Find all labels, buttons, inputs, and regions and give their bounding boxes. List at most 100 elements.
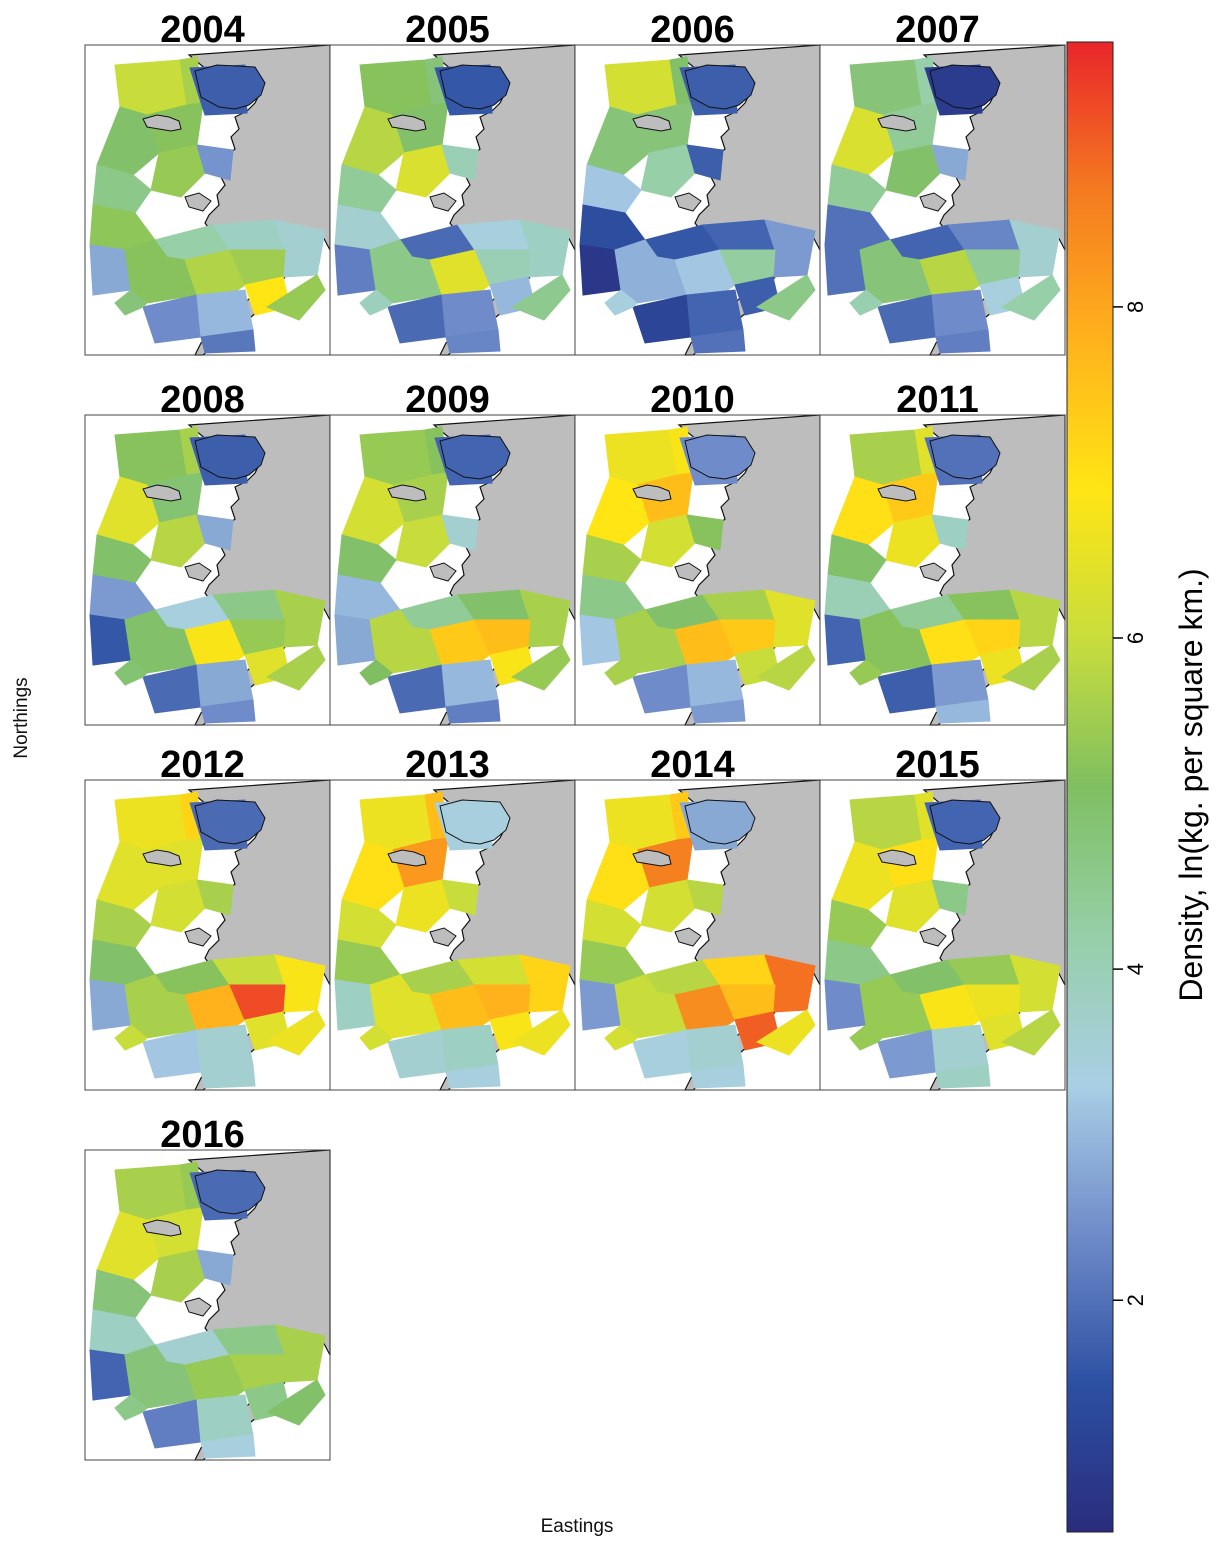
density-cell [114,1024,148,1051]
density-cell [582,899,642,949]
density-cell [359,659,393,686]
panel-year-label: 2007 [895,9,980,51]
island [674,927,702,947]
density-cell [931,514,969,551]
density-cell [196,1024,254,1073]
density-cell [337,899,397,949]
density-cell [1000,274,1061,321]
map-panel-2012 [84,779,331,1091]
island [387,849,427,867]
density-cell [265,644,326,691]
colorbar-gradient [1066,41,1114,1533]
map-panel-2006 [574,44,821,356]
density-cell [849,794,923,851]
y-axis-title: Northings [11,677,32,758]
density-cell [441,144,479,181]
colorbar-tick-label: 4 [1123,963,1148,975]
density-cell [334,244,377,296]
density-cell [441,879,479,916]
density-cell [274,589,326,648]
density-cell [764,589,816,648]
island [142,1219,182,1237]
panel-frame [84,1149,331,1461]
density-cell [1000,1009,1061,1056]
density-cell [337,164,397,214]
map-panel-2007 [819,44,1066,356]
density-cell [604,429,678,486]
density-cell [359,59,433,116]
density-cell [640,144,696,198]
density-cell [1009,589,1061,648]
density-cell [196,1394,254,1443]
bay-region [684,64,756,110]
density-cell [831,106,895,176]
bay-region [684,434,756,480]
density-cell [89,244,132,296]
density-cell [931,1024,989,1073]
island [674,192,702,212]
density-cell [334,614,377,666]
island [919,192,947,212]
panel-year-label: 2010 [650,379,735,421]
density-cell [441,1024,499,1073]
map-panel-2005 [329,44,576,356]
density-cell [92,1269,152,1319]
island [429,562,457,582]
density-cell [200,1434,256,1459]
density-cell [827,164,887,214]
map-panel-2014 [574,779,821,1091]
density-cell [96,841,160,911]
bay-region [439,799,511,845]
panel-year-label: 2014 [650,744,735,786]
density-cell [885,144,941,198]
colorbar-tick-label: 8 [1123,301,1148,313]
bay-region [929,64,1001,110]
map-panel-2008 [84,414,331,726]
density-cell [686,659,744,708]
density-cell [849,659,883,686]
panels-layer: 2004 2005 2006 2007 2008 2009 2010 2011 2012 2013… [84,9,1066,1461]
panel-year-label: 2012 [160,744,245,786]
density-cell [359,1024,393,1051]
density-cell [935,1064,991,1089]
density-cell [265,1379,326,1426]
bay-region [439,64,511,110]
density-cell [200,329,256,354]
panel-year-label: 2009 [405,379,490,421]
density-cell [89,1349,132,1401]
map-panel-2004 [84,44,331,356]
bay-region [684,799,756,845]
panel-year-label: 2015 [895,744,980,786]
density-cell [441,659,499,708]
density-cell [114,1394,148,1421]
bay-region [929,799,1001,845]
bay-region [929,434,1001,480]
density-cell [114,659,148,686]
island [184,927,212,947]
density-cell [395,514,451,568]
density-cell [196,289,254,338]
density-cell [114,1164,188,1221]
density-cell [341,106,405,176]
density-cell [114,794,188,851]
density-cell [690,1064,746,1089]
panel-frame [819,779,1066,1091]
density-cell [196,144,234,181]
map-panel-2011 [819,414,1066,726]
island [877,849,917,867]
density-cell [935,699,991,724]
density-cell [690,699,746,724]
density-cell [114,289,148,316]
density-cell [196,1249,234,1286]
island [674,562,702,582]
colorbar-tick-label: 2 [1123,1294,1148,1306]
density-cell [885,879,941,933]
island [142,484,182,502]
bay-region [194,1169,266,1215]
island [429,927,457,947]
colorbar-title: Density, ln(kg. per square km.) [1173,568,1209,1001]
density-cell [89,614,132,666]
island [142,114,182,132]
density-cell [445,329,501,354]
density-cell [640,879,696,933]
